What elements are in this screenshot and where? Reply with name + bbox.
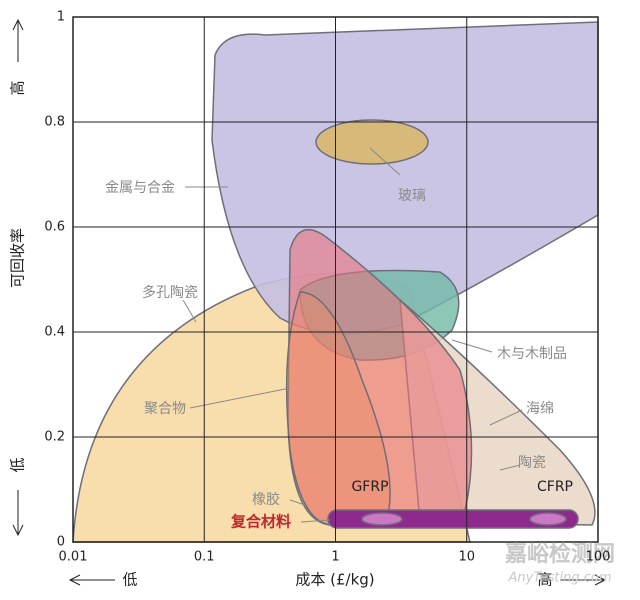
region-label: 木与木制品 [497,346,567,362]
watermark: 嘉峪检测网 [505,541,615,567]
y-tick-label: 0.8 [44,115,65,130]
watermark: AnyTesting.com [507,571,611,586]
regions [72,21,599,543]
gfrp-region [361,512,403,526]
region-label: 复合材料 [230,513,291,531]
x-tick-label: 10 [458,550,475,565]
y-tick-label: 1 [57,10,65,25]
y-axis-title: 可回收率 [9,228,27,288]
region-label: 金属与合金 [105,180,175,196]
region-label: 聚合物 [144,401,186,417]
leader [369,147,401,176]
leader [182,299,197,323]
y-arrows [12,18,24,537]
y-tick-label: 0 [57,535,65,550]
glass-region [315,119,429,165]
leaders [182,147,523,523]
leader [489,409,523,426]
y-high: 高 [9,80,27,95]
region-label: 玻璃 [398,187,426,204]
region-label: GFRP [351,479,388,495]
y-tick-label: 0.2 [44,430,65,445]
polymer-region [287,228,473,526]
cfrp-region [529,512,567,526]
x-tick-label: 0.1 [194,550,215,565]
leader [499,464,521,471]
y-tick-label: 0.4 [44,325,65,340]
x-tick-label: 1 [331,550,339,565]
leader [451,339,493,353]
leader [189,387,291,409]
x-high: 高 [537,571,552,589]
y-low: 低 [9,457,27,472]
region-label: 海绵 [526,400,554,417]
y-tick-label: 0.6 [44,220,65,235]
region-label: 多孔陶瓷 [142,284,198,301]
region-label: CFRP [537,479,573,495]
region-label: 陶瓷 [518,455,546,471]
x-arrows [68,574,607,586]
x-tick-label: 100 [586,550,611,565]
x-axis-title: 成本 (£/kg) [295,571,374,589]
x-tick-label: 0.01 [59,550,88,565]
leader [300,519,331,523]
leader [289,499,306,506]
region-label: 橡胶 [252,491,280,508]
x-low: 低 [122,571,137,589]
